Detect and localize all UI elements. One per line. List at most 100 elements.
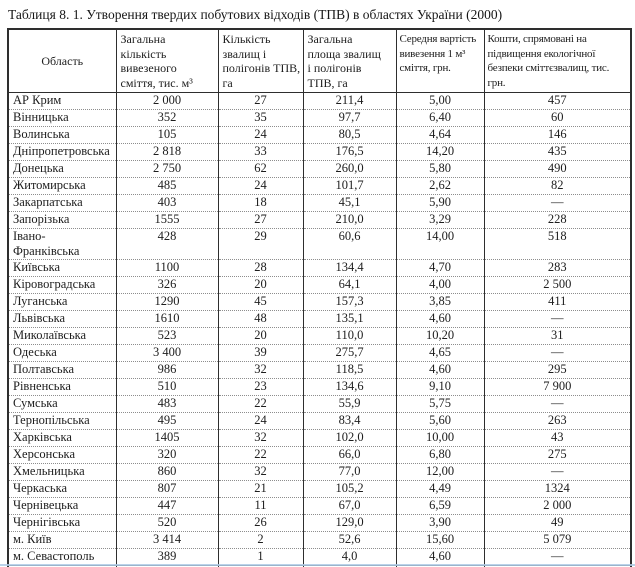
waste-volume-cell: 3 400 — [115, 344, 219, 362]
region-cell: АР Крим — [7, 92, 117, 110]
eco-funds-cell: — — [483, 310, 632, 328]
waste-volume-cell: 320 — [115, 446, 219, 464]
waste-volume-cell: 352 — [115, 109, 219, 127]
eco-funds-cell: 275 — [483, 446, 632, 464]
avg-cost-cell: 3,85 — [395, 293, 485, 311]
landfill-count-cell: 39 — [217, 344, 304, 362]
landfill-area-cell: 64,1 — [302, 276, 397, 294]
waste-volume-cell: 1100 — [115, 259, 219, 277]
waste-volume-cell: 495 — [115, 412, 219, 430]
avg-cost-cell: 4,00 — [395, 276, 485, 294]
table-row: Луганська 1290 45 157,3 3,85 411 — [7, 293, 632, 311]
avg-cost-cell: 14,20 — [395, 143, 485, 161]
col-header-waste-volume: Загальна кількість вивезеного сміття, ти… — [115, 28, 219, 93]
scan-artifact-line — [0, 564, 635, 566]
eco-funds-cell: 457 — [483, 92, 632, 110]
waste-volume-cell: 520 — [115, 514, 219, 532]
waste-volume-cell: 485 — [115, 177, 219, 195]
waste-volume-cell: 1290 — [115, 293, 219, 311]
avg-cost-cell: 4,60 — [395, 548, 485, 566]
landfill-count-cell: 18 — [217, 194, 304, 212]
avg-cost-cell: 3,29 — [395, 211, 485, 229]
waste-volume-cell: 860 — [115, 463, 219, 481]
landfill-area-cell: 176,5 — [302, 143, 397, 161]
eco-funds-cell: — — [483, 395, 632, 413]
col-header-landfill-count: Кількість звалищ і полігонів ТПВ, га — [217, 28, 304, 93]
landfill-area-cell: 210,0 — [302, 211, 397, 229]
eco-funds-cell: 43 — [483, 429, 632, 447]
region-cell: Чернігівська — [7, 514, 117, 532]
avg-cost-cell: 4,70 — [395, 259, 485, 277]
region-cell: Херсонська — [7, 446, 117, 464]
table-row: Тернопільська 495 24 83,4 5,60 263 — [7, 412, 632, 430]
landfill-count-cell: 48 — [217, 310, 304, 328]
avg-cost-cell: 3,90 — [395, 514, 485, 532]
table-row: Волинська 105 24 80,5 4,64 146 — [7, 126, 632, 144]
table-row: Миколаївська 523 20 110,0 10,20 31 — [7, 327, 632, 345]
table-row: Вінницька 352 35 97,7 6,40 60 — [7, 109, 632, 127]
table-row: м. Севастополь 389 1 4,0 4,60 — — [7, 548, 632, 566]
landfill-area-cell: 101,7 — [302, 177, 397, 195]
landfill-area-cell: 135,1 — [302, 310, 397, 328]
region-cell: м. Севастополь — [7, 548, 117, 566]
avg-cost-cell: 12,00 — [395, 463, 485, 481]
landfill-area-cell: 134,6 — [302, 378, 397, 396]
avg-cost-cell: 10,00 — [395, 429, 485, 447]
landfill-area-cell: 105,2 — [302, 480, 397, 498]
landfill-count-cell: 21 — [217, 480, 304, 498]
region-cell: Миколаївська — [7, 327, 117, 345]
table-row: Івано- Франківська 428 29 60,6 14,00 518 — [7, 228, 632, 260]
table-row: Кіровоградська 326 20 64,1 4,00 2 500 — [7, 276, 632, 294]
landfill-area-cell: 52,6 — [302, 531, 397, 549]
eco-funds-cell: 228 — [483, 211, 632, 229]
avg-cost-cell: 6,59 — [395, 497, 485, 515]
waste-volume-cell: 2 750 — [115, 160, 219, 178]
landfill-count-cell: 22 — [217, 395, 304, 413]
eco-funds-cell: 60 — [483, 109, 632, 127]
table-row: Донецька 2 750 62 260,0 5,80 490 — [7, 160, 632, 178]
avg-cost-cell: 4,60 — [395, 361, 485, 379]
eco-funds-cell: 1324 — [483, 480, 632, 498]
avg-cost-cell: 6,40 — [395, 109, 485, 127]
region-cell: Черкаська — [7, 480, 117, 498]
eco-funds-cell: 518 — [483, 228, 632, 260]
eco-funds-cell: 49 — [483, 514, 632, 532]
landfill-count-cell: 20 — [217, 276, 304, 294]
table-row: Черкаська 807 21 105,2 4,49 1324 — [7, 480, 632, 498]
table-row: Рівненська 510 23 134,6 9,10 7 900 — [7, 378, 632, 396]
region-cell: Хмельницька — [7, 463, 117, 481]
region-cell: Полтавська — [7, 361, 117, 379]
table-row: Сумська 483 22 55,9 5,75 — — [7, 395, 632, 413]
region-cell: Закарпатська — [7, 194, 117, 212]
avg-cost-cell: 9,10 — [395, 378, 485, 396]
landfill-area-cell: 211,4 — [302, 92, 397, 110]
region-cell: Львівська — [7, 310, 117, 328]
col-header-landfill-area: Загальна площа звалищ і полігонів ТПВ, г… — [302, 28, 397, 93]
header-row: Область Загальна кількість вивезеного см… — [7, 28, 632, 93]
table-row: м. Київ 3 414 2 52,6 15,60 5 079 — [7, 531, 632, 549]
region-cell: Чернівецька — [7, 497, 117, 515]
landfill-count-cell: 32 — [217, 463, 304, 481]
waste-volume-cell: 523 — [115, 327, 219, 345]
landfill-count-cell: 29 — [217, 228, 304, 260]
landfill-count-cell: 2 — [217, 531, 304, 549]
eco-funds-cell: 31 — [483, 327, 632, 345]
landfill-area-cell: 97,7 — [302, 109, 397, 127]
waste-volume-cell: 403 — [115, 194, 219, 212]
waste-volume-cell: 2 000 — [115, 92, 219, 110]
region-cell: Запорізька — [7, 211, 117, 229]
eco-funds-cell: 2 500 — [483, 276, 632, 294]
table-row: Полтавська 986 32 118,5 4,60 295 — [7, 361, 632, 379]
region-cell: Волинська — [7, 126, 117, 144]
landfill-count-cell: 24 — [217, 126, 304, 144]
waste-volume-cell: 807 — [115, 480, 219, 498]
table-row: Одеська 3 400 39 275,7 4,65 — — [7, 344, 632, 362]
landfill-count-cell: 33 — [217, 143, 304, 161]
waste-volume-cell: 3 414 — [115, 531, 219, 549]
waste-volume-cell: 447 — [115, 497, 219, 515]
waste-volume-cell: 1555 — [115, 211, 219, 229]
eco-funds-cell: — — [483, 194, 632, 212]
eco-funds-cell: 435 — [483, 143, 632, 161]
table-row: Чернігівська 520 26 129,0 3,90 49 — [7, 514, 632, 532]
